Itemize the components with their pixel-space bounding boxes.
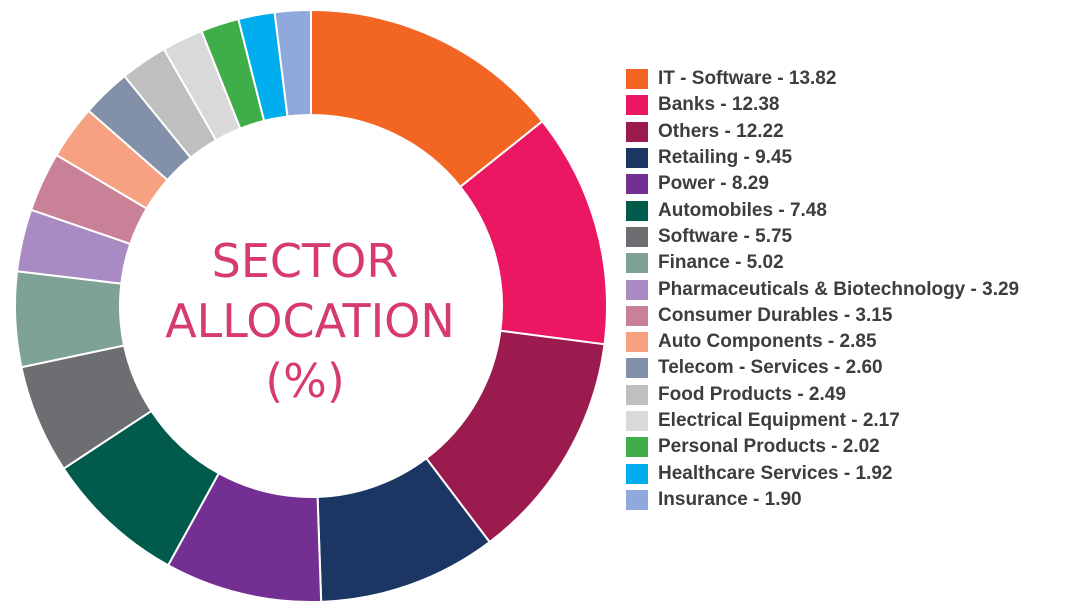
legend-label: Telecom - Services - 2.60 <box>658 357 883 379</box>
legend-swatch <box>626 279 648 300</box>
legend-swatch <box>626 174 648 195</box>
legend-label: Automobiles - 7.48 <box>658 199 827 221</box>
legend-item-it-software: IT - Software - 13.82 <box>626 66 1019 92</box>
legend-swatch <box>626 148 648 169</box>
legend-label: Personal Products - 2.02 <box>658 436 880 458</box>
legend-item-pharmaceuticals-biotechnology: Pharmaceuticals & Biotechnology - 3.29 <box>626 276 1019 302</box>
sector-donut-chart: SECTOR ALLOCATION (%) <box>14 8 608 603</box>
legend-item-software: Software - 5.75 <box>626 224 1019 250</box>
legend-item-telecom-services: Telecom - Services - 2.60 <box>626 355 1019 381</box>
legend-item-personal-products: Personal Products - 2.02 <box>626 434 1019 460</box>
legend-swatch <box>626 384 648 405</box>
legend-label: Electrical Equipment - 2.17 <box>658 410 900 431</box>
legend-item-finance: Finance - 5.02 <box>626 250 1019 276</box>
legend-swatch <box>626 489 648 510</box>
legend-item-consumer-durables: Consumer Durables - 3.15 <box>626 303 1019 329</box>
legend-swatch <box>626 226 648 247</box>
legend-swatch <box>626 332 648 353</box>
legend-label: Others - 12.22 <box>658 120 784 142</box>
legend-swatch <box>626 437 648 458</box>
chart-legend: IT - Software - 13.82 Banks - 12.38 Others… <box>626 66 1019 513</box>
legend-swatch <box>626 305 648 326</box>
legend-swatch <box>626 358 648 379</box>
legend-label: Auto Components - 2.85 <box>658 331 877 353</box>
chart-title-line-3: (%) <box>265 354 345 408</box>
legend-label: Software - 5.75 <box>658 225 793 247</box>
legend-swatch <box>626 121 648 142</box>
legend-label: Finance - 5.02 <box>658 252 784 274</box>
legend-label: Insurance - 1.90 <box>658 488 802 510</box>
legend-swatch <box>626 200 648 221</box>
legend-label: Power - 8.29 <box>658 173 769 195</box>
legend-item-automobiles: Automobiles - 7.48 <box>626 197 1019 223</box>
legend-item-retailing: Retailing - 9.45 <box>626 145 1019 171</box>
legend-item-healthcare-services: Healthcare Services - 1.92 <box>626 460 1019 486</box>
legend-item-electrical-equipment: Electrical Equipment - 2.17 <box>626 408 1019 434</box>
donut-slices <box>14 8 608 603</box>
legend-swatch <box>626 411 648 431</box>
legend-label: Banks - 12.38 <box>658 94 780 116</box>
legend-swatch <box>626 253 648 274</box>
legend-item-others: Others - 12.22 <box>626 119 1019 145</box>
legend-item-insurance: Insurance - 1.90 <box>626 487 1019 513</box>
legend-label: Healthcare Services - 1.92 <box>658 462 893 484</box>
chart-title-line-1: SECTOR <box>212 234 399 288</box>
legend-label: IT - Software - 13.82 <box>658 68 837 90</box>
legend-label: Consumer Durables - 3.15 <box>658 304 893 326</box>
legend-item-banks: Banks - 12.38 <box>626 92 1019 118</box>
legend-item-power: Power - 8.29 <box>626 171 1019 197</box>
slice-insurance <box>273 8 312 118</box>
legend-swatch <box>626 95 648 116</box>
legend-label: Retailing - 9.45 <box>658 147 793 169</box>
legend-item-auto-components: Auto Components - 2.85 <box>626 329 1019 355</box>
legend-label: Food Products - 2.49 <box>658 383 846 405</box>
legend-item-food-products: Food Products - 2.49 <box>626 382 1019 408</box>
chart-title-line-2: ALLOCATION <box>165 294 455 348</box>
legend-swatch <box>626 463 648 484</box>
legend-swatch <box>626 69 648 90</box>
legend-label: Pharmaceuticals & Biotechnology - 3.29 <box>658 278 1020 300</box>
